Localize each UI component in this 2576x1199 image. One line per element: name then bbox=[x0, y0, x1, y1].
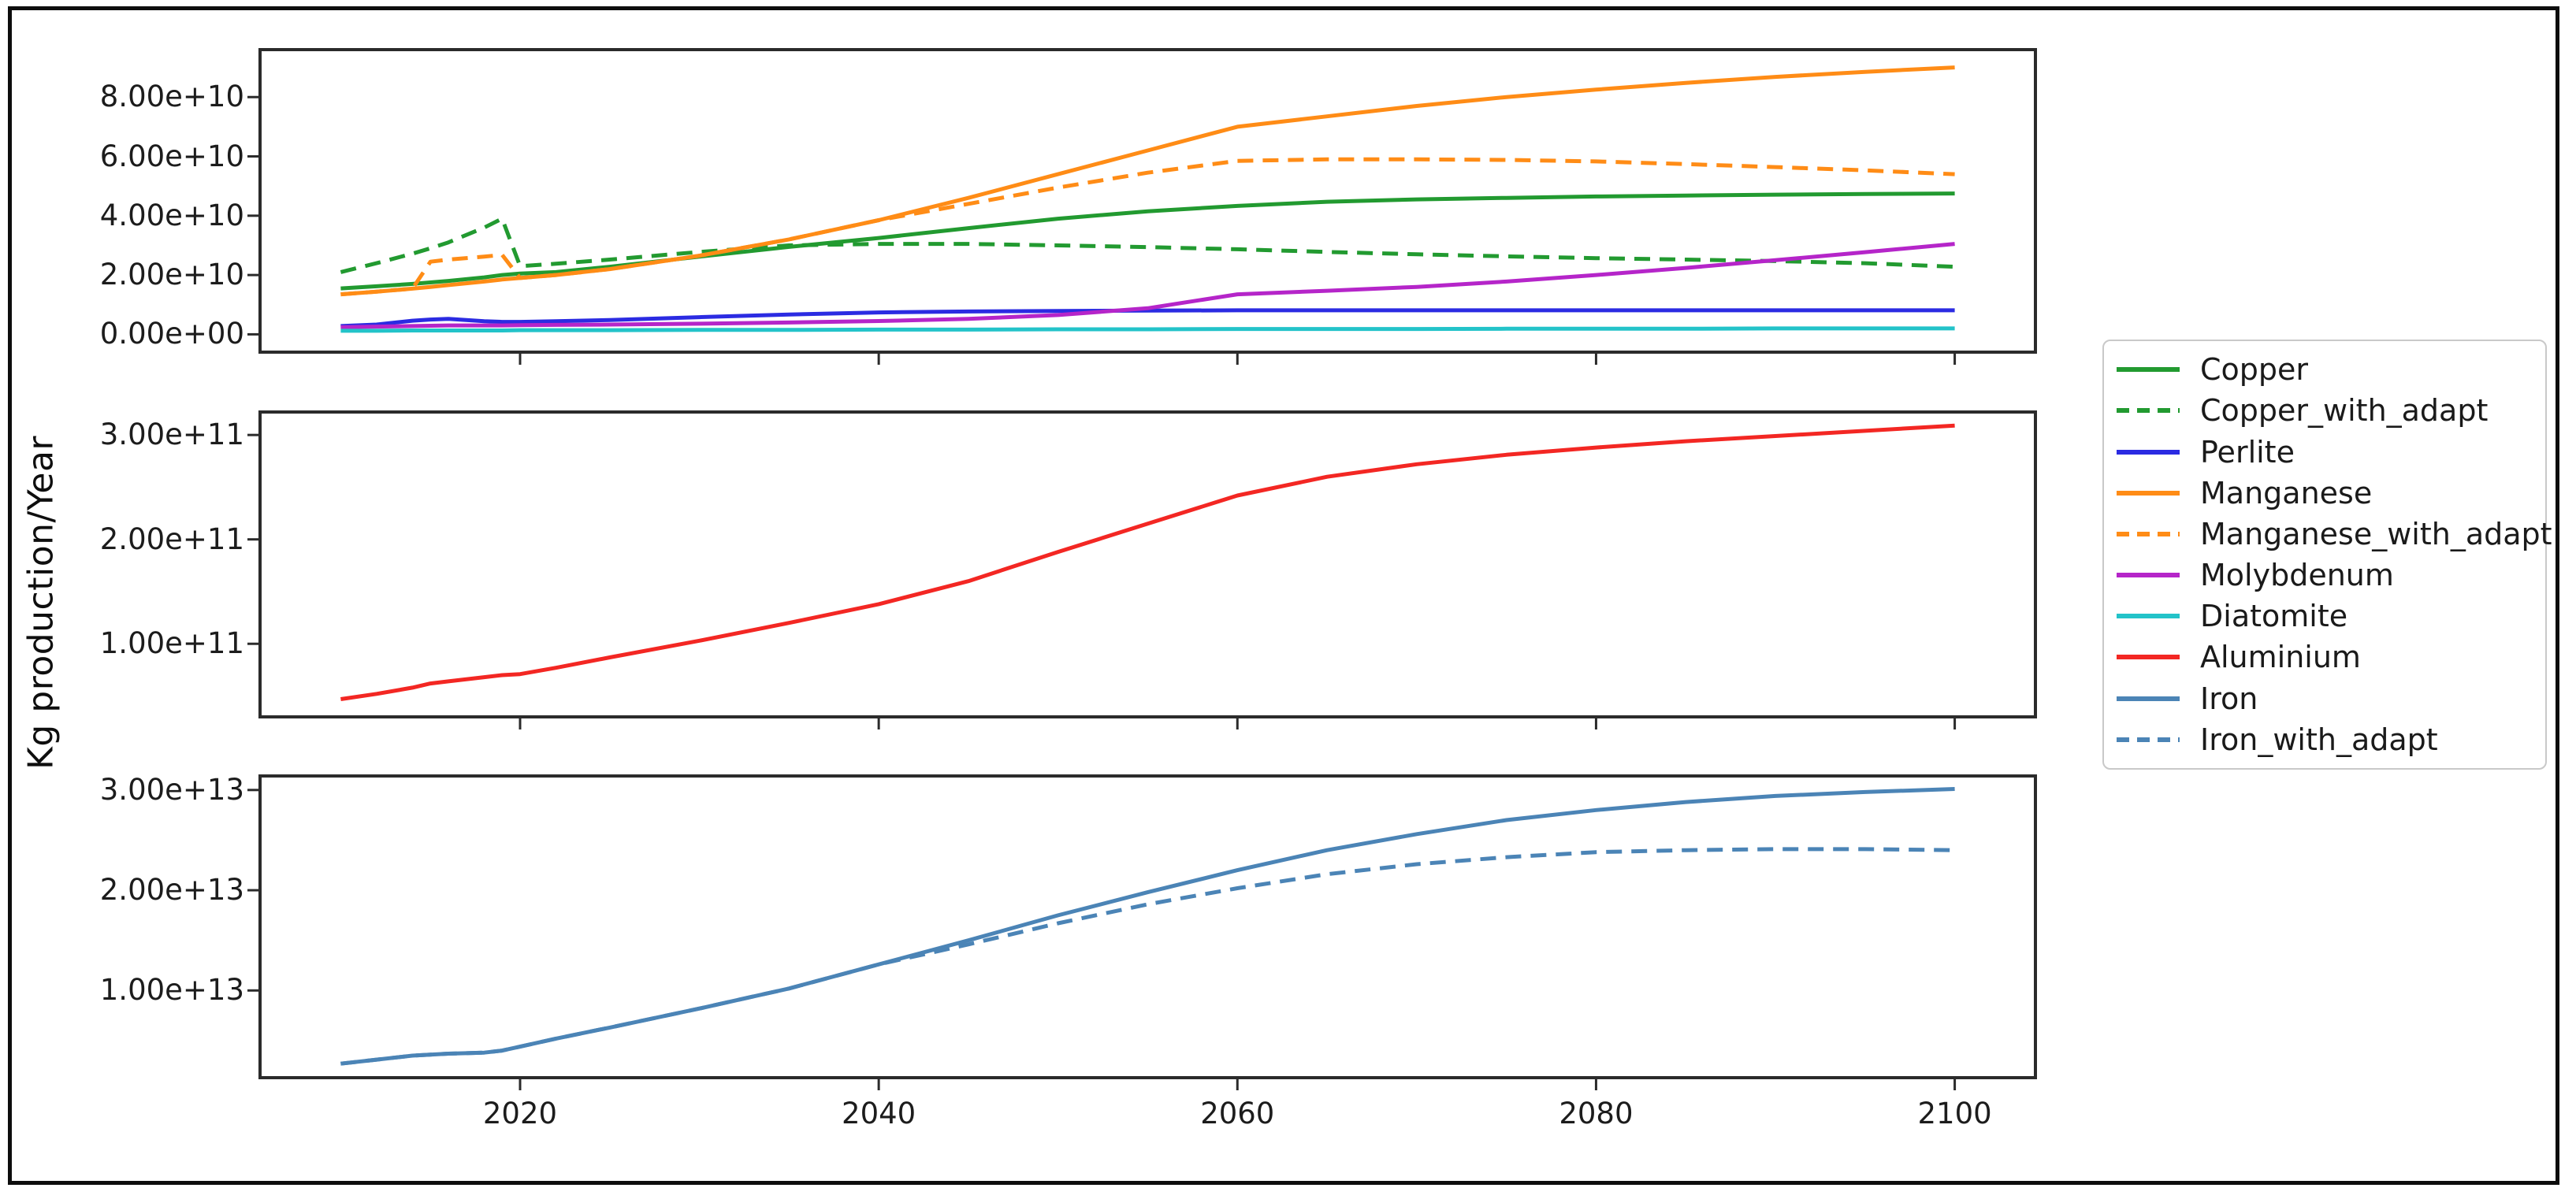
y-axis-title: Kg production/Year bbox=[20, 435, 61, 770]
series-line-Iron_with_adapt bbox=[340, 847, 1955, 1066]
y-tick-label: 6.00e+10 bbox=[99, 139, 244, 173]
series-line-Copper bbox=[340, 191, 1955, 291]
y-tick-label: 1.00e+13 bbox=[99, 973, 244, 1008]
legend-label: Diatomite bbox=[2200, 599, 2348, 634]
series-line-Manganese_with_adapt bbox=[340, 157, 1955, 297]
series-line-Aluminium bbox=[340, 423, 1955, 701]
legend-entry: Iron_with_adapt bbox=[2115, 722, 2537, 757]
y-tick-label: 1.00e+11 bbox=[99, 626, 244, 661]
subplot-frame-1 bbox=[258, 410, 2037, 718]
legend-label: Manganese_with_adapt bbox=[2200, 516, 2552, 551]
x-tick-label: 2040 bbox=[842, 1097, 916, 1130]
series-line-Iron bbox=[340, 787, 1955, 1066]
legend-label: Copper bbox=[2200, 352, 2309, 388]
legend-entry: Manganese_with_adapt bbox=[2115, 517, 2552, 551]
y-tick-label: 4.00e+10 bbox=[99, 198, 244, 232]
legend-label: Perlite bbox=[2200, 434, 2295, 470]
x-tick-label: 2100 bbox=[1917, 1097, 1992, 1130]
legend-line-swatch-dashed bbox=[2117, 408, 2180, 414]
legend: Copper Copper_with_adapt Perlite Manganese M… bbox=[2102, 340, 2552, 770]
legend-entry: Molybdenum bbox=[2115, 558, 2537, 592]
series-line-Diatomite bbox=[340, 326, 1955, 333]
subplot-frame-2 bbox=[258, 774, 2037, 1079]
legend-label: Aluminium bbox=[2200, 640, 2361, 675]
legend-entry: Aluminium bbox=[2115, 640, 2537, 674]
legend-line-swatch-dashed bbox=[2117, 531, 2180, 536]
x-tick-label: 2080 bbox=[1559, 1097, 1634, 1130]
legend-entry: Copper_with_adapt bbox=[2115, 393, 2537, 428]
legend-entry: Copper bbox=[2115, 352, 2537, 387]
legend-entry: Diatomite bbox=[2115, 599, 2537, 633]
y-tick-label: 3.00e+13 bbox=[99, 772, 244, 807]
y-tick-label: 0.00e+00 bbox=[99, 317, 244, 351]
legend-label: Iron_with_adapt bbox=[2200, 722, 2438, 757]
legend-line-swatch-solid bbox=[2117, 696, 2180, 701]
series-line-Copper_with_adapt bbox=[340, 217, 1955, 274]
legend-entry: Manganese bbox=[2115, 476, 2537, 510]
figure-border bbox=[8, 6, 2559, 1185]
legend-line-swatch-dashed bbox=[2117, 737, 2180, 742]
legend-label: Iron bbox=[2200, 681, 2258, 716]
legend-line-swatch-solid bbox=[2117, 573, 2180, 578]
x-tick-label: 2020 bbox=[482, 1097, 558, 1130]
subplot-frame-0 bbox=[258, 48, 2037, 354]
legend-line-swatch-solid bbox=[2117, 614, 2180, 619]
y-tick-label: 3.00e+11 bbox=[99, 418, 244, 452]
legend-label: Manganese bbox=[2200, 475, 2373, 510]
legend-entry: Iron bbox=[2115, 681, 2537, 716]
x-tick-label: 2060 bbox=[1200, 1097, 1275, 1130]
y-tick-label: 2.00e+10 bbox=[99, 258, 244, 292]
series-line-Perlite bbox=[340, 308, 1955, 329]
legend-label: Molybdenum bbox=[2200, 558, 2394, 593]
y-tick-label: 2.00e+11 bbox=[99, 522, 244, 556]
legend-entry: Perlite bbox=[2115, 435, 2537, 470]
legend-line-swatch-solid bbox=[2117, 490, 2180, 496]
legend-line-swatch-solid bbox=[2117, 449, 2180, 455]
legend-line-swatch-solid bbox=[2117, 367, 2180, 373]
y-tick-label: 2.00e+13 bbox=[99, 873, 244, 908]
legend-label: Copper_with_adapt bbox=[2200, 393, 2489, 429]
y-tick-label: 8.00e+10 bbox=[99, 80, 244, 114]
series-line-Molybdenum bbox=[340, 242, 1955, 329]
legend-line-swatch-solid bbox=[2117, 655, 2180, 660]
